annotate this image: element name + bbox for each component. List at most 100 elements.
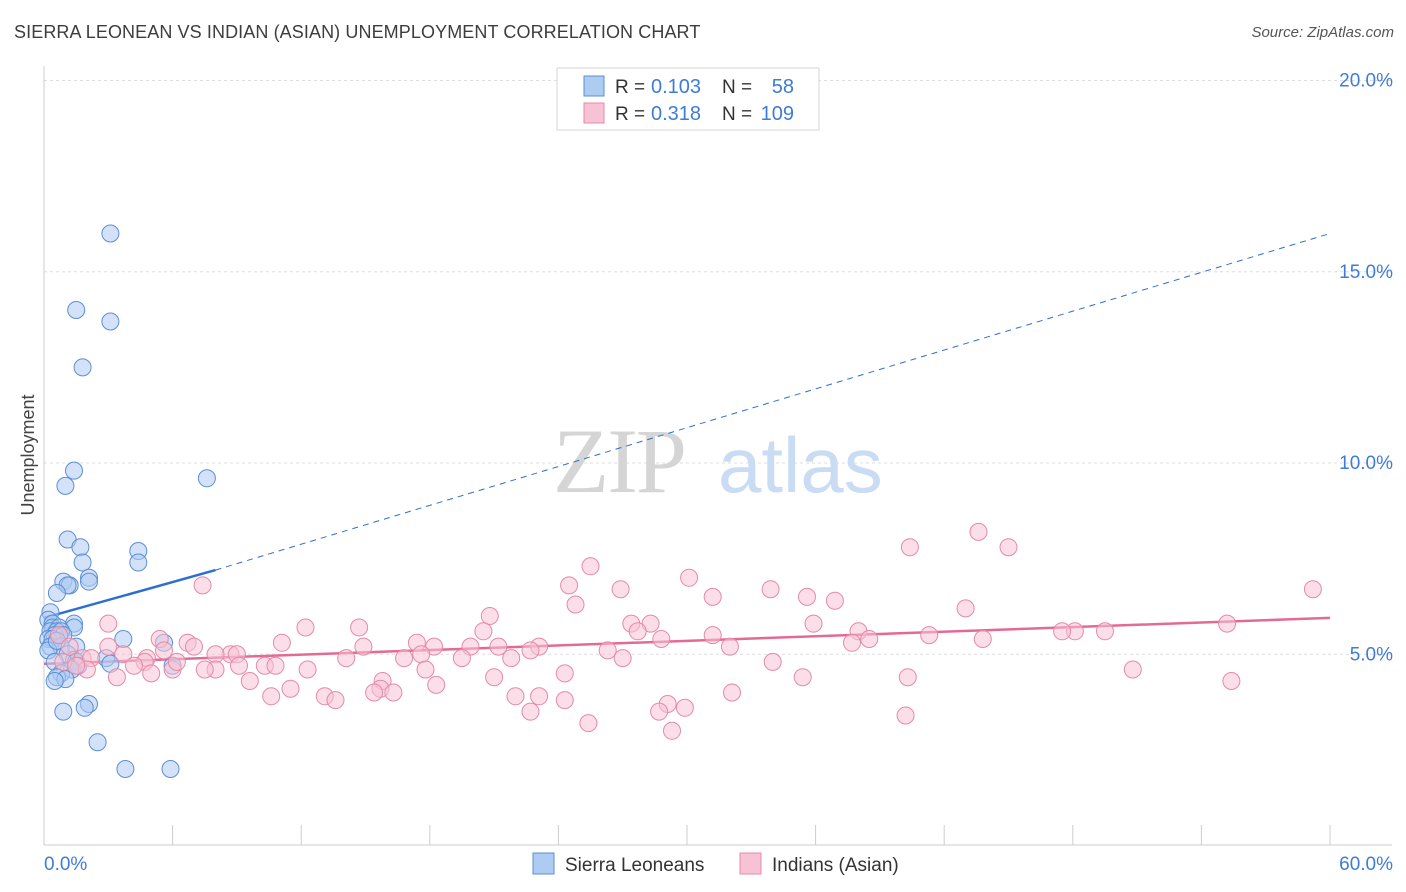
y-axis-label: Unemployment [18,394,38,515]
point-sierra-leonean [54,702,73,721]
series-legend-label: Sierra Leoneans [565,855,704,876]
stats-legend: R = 0.103 N = 58 R = 0.318 N = 109 [556,67,820,131]
x-tick-label-min: 0.0% [44,854,87,875]
point-indian-asian [613,649,632,668]
point-indian-asian [900,538,919,557]
point-indian-asian [60,637,79,656]
point-indian-asian [272,633,291,652]
trend-line-projection [215,233,1331,571]
point-indian-asian [579,714,598,733]
point-indian-asian [521,641,540,660]
point-indian-asian [723,683,741,702]
point-sierra-leonean [80,572,98,591]
point-indian-asian [195,660,214,679]
point-indian-asian [384,683,403,702]
legend-r-label: R = [615,77,645,98]
point-indian-asian [598,641,617,660]
point-indian-asian [193,576,212,595]
point-indian-asian [67,656,86,675]
point-sierra-leonean [75,698,94,717]
point-indian-asian [326,691,345,710]
chart-source: Source: ZipAtlas.com [1251,24,1394,41]
point-sierra-leonean [73,553,92,572]
point-indian-asian [412,645,431,664]
point-sierra-leonean [114,630,133,648]
point-indian-asian [720,637,739,656]
point-indian-asian [969,522,988,541]
point-indian-asian [506,687,525,706]
point-sierra-leonean [47,584,66,602]
point-indian-asian [1123,660,1142,679]
legend-r-label: R = [615,104,645,125]
point-indian-asian [675,698,694,717]
point-sierra-leonean [101,312,120,331]
point-indian-asian [628,622,647,641]
point-indian-asian [650,702,669,721]
point-indian-asian [530,687,549,706]
point-indian-asian [1053,622,1072,641]
point-indian-asian [427,675,446,694]
y-tick-label: 15.0% [1339,262,1393,283]
axes: 0.0% 60.0% Unemployment [18,66,1393,875]
point-indian-asian [560,576,579,595]
point-indian-asian [973,630,992,648]
point-indian-asian [350,618,369,637]
point-sierra-leonean [56,476,75,495]
point-indian-asian [793,668,812,687]
point-indian-asian [416,660,435,679]
point-sierra-leonean [73,358,92,377]
y-tick-label: 10.0% [1339,453,1393,474]
data-points [39,224,1322,778]
legend-swatch [583,75,605,97]
trend-line-indian-asian [43,616,1331,666]
point-indian-asian [502,649,521,668]
point-indian-asian [999,538,1018,557]
point-sierra-leonean [88,733,107,752]
point-sierra-leonean [67,301,86,319]
point-sierra-leonean [65,461,83,480]
point-indian-asian [337,649,356,668]
watermark-zip: ZIP [553,410,685,512]
legend-r-value: 0.318 [651,103,701,125]
point-indian-asian [521,702,540,721]
legend-n-label: N = [722,104,752,125]
point-indian-asian [281,679,300,698]
point-indian-asian [804,614,823,633]
point-indian-asian [703,587,722,606]
grid-lines: 5.0% 10.0% 15.0% 20.0% [44,71,1393,665]
trend-line-sierra-leonean [43,568,216,620]
point-indian-asian [581,557,600,576]
point-indian-asian [1218,614,1237,633]
watermark-atlas: atlas [718,421,883,509]
point-sierra-leonean [129,553,148,572]
point-indian-asian [555,664,574,683]
point-indian-asian [206,645,225,664]
point-indian-asian [480,607,499,625]
point-indian-asian [474,622,493,641]
point-indian-asian [298,660,317,679]
x-tick-label-max: 60.0% [1339,854,1393,875]
point-indian-asian [240,672,259,690]
series-legend-swatch [532,852,555,875]
point-sierra-leonean [71,538,90,557]
watermark: ZIP atlas [553,410,883,512]
point-indian-asian [365,683,384,702]
point-indian-asian [1096,622,1114,641]
legend-n-label: N = [722,77,752,98]
point-sierra-leonean [45,672,64,690]
y-tick-label: 20.0% [1339,71,1393,92]
point-indian-asian [230,656,248,675]
point-indian-asian [566,595,585,614]
point-indian-asian [703,626,722,645]
series-legend-swatch [739,852,762,875]
point-indian-asian [485,668,504,687]
point-indian-asian [761,580,780,599]
point-indian-asian [555,691,574,710]
point-sierra-leonean [197,469,216,488]
point-indian-asian [680,568,699,587]
series-legend-label: Indians (Asian) [772,855,899,876]
point-indian-asian [663,721,681,740]
point-indian-asian [763,652,782,671]
point-indian-asian [107,668,126,687]
